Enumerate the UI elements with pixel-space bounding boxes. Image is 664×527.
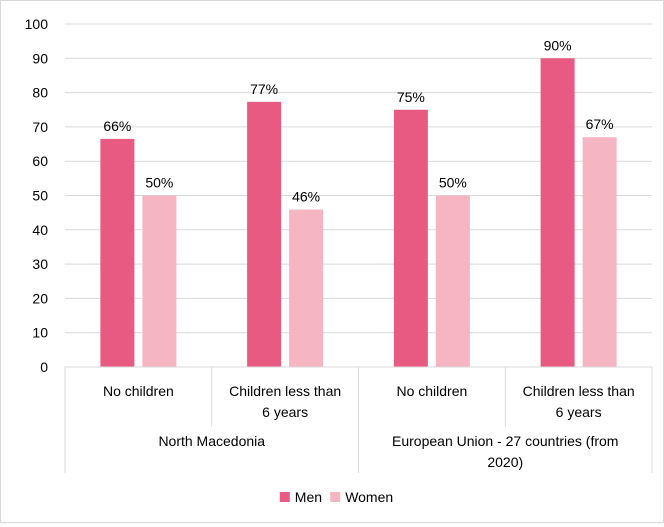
y-tick-label-70: 70 <box>32 119 48 135</box>
bar-men-0 <box>100 138 135 367</box>
y-tick-label-100: 100 <box>25 16 49 32</box>
data-label-women-3: 67% <box>586 116 614 132</box>
y-tick-label-30: 30 <box>32 256 48 272</box>
bars <box>100 58 617 368</box>
y-tick-label-90: 90 <box>32 50 48 66</box>
y-tick-label-40: 40 <box>32 222 48 238</box>
data-label-men-1: 77% <box>250 81 278 97</box>
legend-label-men: Men <box>295 489 322 505</box>
category-label-3-line-0: Children less than <box>523 383 635 399</box>
bar-women-3 <box>582 137 617 367</box>
y-tick-label-10: 10 <box>32 325 48 341</box>
y-tick-label-60: 60 <box>32 153 48 169</box>
y-tick-label-0: 0 <box>40 359 48 375</box>
data-label-women-1: 46% <box>292 189 320 205</box>
category-label-1-line-0: Children less than <box>229 383 341 399</box>
category-label-0-line-0: No children <box>103 383 174 399</box>
legend-item-men[interactable]: Men <box>279 489 322 505</box>
legend-label-women: Women <box>345 489 393 505</box>
bar-men-1 <box>247 101 282 368</box>
category-label-1-line-1: 6 years <box>262 404 308 420</box>
data-label-women-0: 50% <box>145 175 173 191</box>
group-label-1-line-1: 2020) <box>487 454 523 470</box>
data-label-men-3: 90% <box>544 37 572 53</box>
data-label-women-2: 50% <box>439 175 467 191</box>
category-label-3-line-1: 6 years <box>556 404 602 420</box>
legend[interactable]: Men Women <box>279 489 393 505</box>
bar-women-0 <box>142 195 177 367</box>
bar-men-3 <box>540 58 575 368</box>
y-tick-label-20: 20 <box>32 290 48 306</box>
bar-men-2 <box>393 109 428 367</box>
legend-swatch-men <box>279 492 290 502</box>
bar-women-2 <box>435 195 470 367</box>
category-label-2-line-0: No children <box>396 383 467 399</box>
y-tick-label-80: 80 <box>32 85 48 101</box>
bar-women-1 <box>289 209 324 367</box>
legend-swatch-women <box>330 492 341 502</box>
data-label-men-2: 75% <box>397 89 425 105</box>
data-labels: 66% 50% 77% 46% 75% 50% 90% 67% <box>103 37 613 204</box>
y-axis-tick-labels: 0 10 20 30 40 50 60 70 80 90 100 <box>25 16 49 375</box>
y-tick-label-50: 50 <box>32 188 48 204</box>
group-label-0-line-0: North Macedonia <box>158 433 265 449</box>
data-label-men-0: 66% <box>103 118 131 134</box>
legend-item-women[interactable]: Women <box>330 489 393 505</box>
x-axis: No children Children less than 6 years No c… <box>64 366 653 473</box>
group-label-1-line-0: European Union - 27 countries (from <box>392 433 618 449</box>
